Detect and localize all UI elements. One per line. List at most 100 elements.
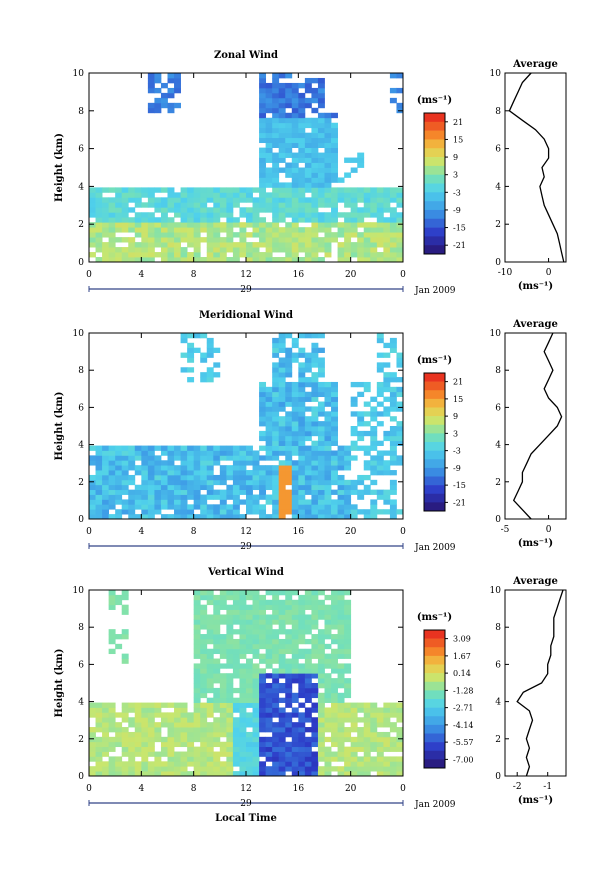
heatmap-cell <box>226 227 234 233</box>
heatmap-cell <box>370 242 378 248</box>
heatmap-cell <box>167 460 175 466</box>
heatmap-cell <box>252 257 260 263</box>
heatmap-cell <box>200 771 208 777</box>
heatmap-cell <box>291 746 299 752</box>
heatmap-cell <box>174 751 181 757</box>
heatmap-cell <box>102 202 110 208</box>
heatmap-cell <box>259 157 267 163</box>
heatmap-cell <box>357 702 365 708</box>
colorbar-segment <box>424 227 445 237</box>
heatmap-cell <box>311 247 319 253</box>
heatmap-cell <box>252 599 260 606</box>
heatmap-cell <box>337 599 345 606</box>
heatmap-cell <box>272 411 280 417</box>
heatmap-cell <box>213 509 221 515</box>
heatmap-cell <box>174 514 181 520</box>
heatmap-cell <box>246 445 253 451</box>
heatmap-cell <box>95 514 103 520</box>
heatmap-cell <box>200 377 208 383</box>
heatmap-cell <box>311 381 319 388</box>
heatmap-cell <box>317 172 325 178</box>
heatmap-cell <box>291 450 299 456</box>
heatmap-cell <box>337 741 345 748</box>
heatmap-cell <box>311 590 319 596</box>
heatmap-cell <box>200 751 208 757</box>
heatmap-cell <box>311 182 319 188</box>
heatmap-cell <box>291 653 299 659</box>
heatmap-cell <box>167 756 175 762</box>
colorbar-segment <box>424 724 445 734</box>
heatmap-cell <box>246 736 253 743</box>
heatmap-cell <box>193 599 201 606</box>
heatmap-cell <box>396 440 404 446</box>
heatmap-cell <box>344 761 352 767</box>
heatmap-cell <box>128 499 136 505</box>
heatmap-cell <box>344 629 352 635</box>
heatmap-cell <box>363 717 371 723</box>
heatmap-cell <box>121 257 129 263</box>
heatmap-cell <box>128 252 136 258</box>
heatmap-cell <box>304 237 312 243</box>
heatmap-cell <box>311 440 319 446</box>
heatmap-cell <box>206 470 214 476</box>
heatmap-cell <box>259 227 267 233</box>
heatmap-cell <box>265 247 273 253</box>
heatmap-cell <box>187 484 195 491</box>
heatmap-cell <box>331 619 338 625</box>
heatmap-cell <box>272 494 280 500</box>
heatmap-cell <box>239 489 247 495</box>
heatmap-cell <box>89 494 96 500</box>
heatmap-cell <box>102 479 110 486</box>
heatmap-cell <box>278 107 286 114</box>
colorbar-tick-label: 15 <box>453 135 463 144</box>
heatmap-cell <box>357 162 365 168</box>
heatmap-cell <box>174 727 181 733</box>
heatmap-cell <box>213 474 221 481</box>
heatmap-cell <box>193 653 201 659</box>
heatmap-cell <box>298 82 306 89</box>
heatmap-cell <box>291 619 299 625</box>
heatmap-cell <box>108 590 116 596</box>
heatmap-cell <box>121 504 129 510</box>
heatmap-cell <box>311 137 319 144</box>
heatmap-cell <box>304 202 312 208</box>
heatmap-cell <box>363 227 371 233</box>
heatmap-cell <box>89 736 96 743</box>
heatmap-cell <box>108 187 116 193</box>
colorbar-segment <box>424 157 445 167</box>
heatmap-cell <box>389 252 397 258</box>
heatmap-cell <box>285 73 293 79</box>
heatmap-cell <box>337 232 345 238</box>
heatmap-cell <box>350 426 358 432</box>
heatmap-cell <box>357 192 365 198</box>
heatmap-cell <box>344 683 352 689</box>
heatmap-cell <box>193 494 201 500</box>
heatmap-cell <box>134 761 142 767</box>
heatmap-cell <box>389 702 397 708</box>
heatmap-cell <box>304 396 312 402</box>
heatmap-cell <box>324 187 332 193</box>
heatmap-cell <box>206 484 214 491</box>
heatmap-cell <box>331 177 338 183</box>
heatmap-cell <box>317 609 325 615</box>
heatmap-cell <box>89 237 96 243</box>
heatmap-cell <box>226 624 234 630</box>
heatmap-cell <box>160 252 168 258</box>
heatmap-cell <box>285 92 293 99</box>
heatmap-cell <box>259 401 267 407</box>
heatmap-cell <box>298 683 306 689</box>
heatmap-cell <box>213 717 221 723</box>
heatmap-cell <box>102 450 110 456</box>
heatmap-cell <box>383 712 391 718</box>
heatmap-cell <box>363 489 371 495</box>
heatmap-cell <box>370 470 378 476</box>
heatmap-cell <box>206 237 214 243</box>
heatmap-cell <box>246 717 253 723</box>
heatmap-cell <box>147 82 155 89</box>
heatmap-cell <box>291 678 299 684</box>
heatmap-cell <box>239 751 247 757</box>
heatmap-cell <box>121 227 129 233</box>
heatmap-cell <box>219 222 227 228</box>
heatmap-cell <box>311 357 319 363</box>
heatmap-cell <box>193 445 201 451</box>
